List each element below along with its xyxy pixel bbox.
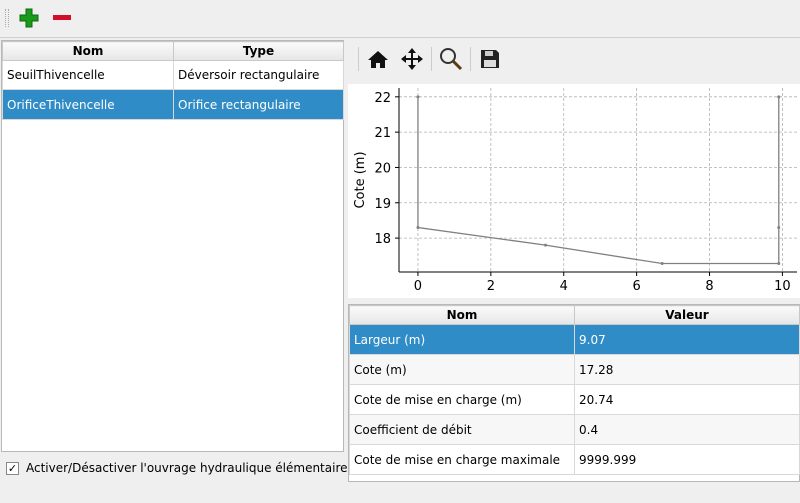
separator [470,47,471,71]
separator [431,47,432,71]
cell-type[interactable]: Orifice rectangulaire [173,89,344,120]
cell-nom[interactable]: OrificeThivencelle [2,89,174,120]
cell-valeur[interactable]: 0.4 [574,414,800,445]
profile-chart[interactable]: 0 2 4 6 8 10 18 19 20 21 22 Cote (m) [348,84,800,298]
toolbar-grip[interactable] [5,9,9,27]
cell-nom[interactable]: SeuilThivencelle [2,60,174,90]
x-tick-label: 2 [487,279,495,294]
cell-nom[interactable]: Largeur (m) [349,324,575,355]
pan-icon [401,48,423,70]
home-icon [368,51,388,68]
checkmark-icon[interactable]: ✓ [6,461,19,475]
toolbar-divider [0,37,800,38]
minus-icon [53,15,71,20]
data-point [777,95,781,99]
x-tick-label: 0 [414,279,422,294]
save-button[interactable] [475,44,505,74]
cell-type[interactable]: Déversoir rectangulaire [173,60,344,90]
activate-checkbox-label: Activer/Désactiver l'ouvrage hydraulique… [26,461,348,475]
structures-table-panel: Nom Type SeuilThivencelle Déversoir rectan… [1,40,344,452]
y-tick-label: 20 [374,161,391,176]
table-row[interactable]: Cote de mise en charge (m) 20.74 [349,384,800,415]
x-tick-label: 8 [705,279,713,294]
column-header-nom[interactable]: Nom [2,41,174,61]
cell-valeur[interactable]: 20.74 [574,384,800,415]
table-row[interactable]: Coefficient de débit 0.4 [349,414,800,445]
y-tick-label: 19 [374,197,391,212]
x-tick-label: 10 [774,279,791,294]
cell-nom[interactable]: Coefficient de débit [349,414,575,445]
column-header-valeur[interactable]: Valeur [574,305,800,325]
activate-checkbox[interactable]: ✓ Activer/Désactiver l'ouvrage hydrauliq… [6,461,348,475]
remove-button[interactable] [50,6,74,30]
data-point [777,226,781,230]
cell-nom[interactable]: Cote (m) [349,354,575,385]
params-table: Nom Valeur Largeur (m) 9.07 Cote (m) 17.28 Co… [349,305,800,475]
x-tick-label: 4 [560,279,568,294]
table-row[interactable]: Largeur (m) 9.07 [349,324,800,355]
x-tick-label: 6 [632,279,640,294]
y-tick-label: 18 [374,232,391,247]
add-button[interactable] [17,6,41,30]
y-axis-label: Cote (m) [353,151,368,208]
data-point [777,262,781,266]
y-tick-label: 21 [374,126,391,141]
save-icon [481,50,499,68]
cell-valeur[interactable]: 17.28 [574,354,800,385]
column-header-nom[interactable]: Nom [349,305,575,325]
cell-valeur[interactable]: 9.07 [574,324,800,355]
cell-valeur[interactable]: 9999.999 [574,444,800,475]
structures-table: Nom Type SeuilThivencelle Déversoir rectan… [2,41,344,120]
pan-button[interactable] [397,44,427,74]
zoom-button[interactable] [436,44,466,74]
y-tick-label: 22 [374,91,391,106]
table-row[interactable]: OrificeThivencelle Orifice rectangulaire [2,89,344,120]
zoom-icon [440,48,463,71]
data-point [660,262,664,266]
plot-toolbar [350,41,800,77]
plus-icon [19,8,39,28]
table-row[interactable]: Cote (m) 17.28 [349,354,800,385]
cell-nom[interactable]: Cote de mise en charge maximale [349,444,575,475]
chart-background [348,84,800,298]
data-point [544,243,548,247]
table-row[interactable]: SeuilThivencelle Déversoir rectangulaire [2,60,344,90]
params-table-panel: Nom Valeur Largeur (m) 9.07 Cote (m) 17.28 Co… [348,304,800,482]
data-point [416,95,420,99]
column-header-type[interactable]: Type [173,41,344,61]
cell-nom[interactable]: Cote de mise en charge (m) [349,384,575,415]
table-row[interactable]: Cote de mise en charge maximale 9999.999 [349,444,800,475]
separator [358,47,359,71]
data-point [416,226,420,230]
home-button[interactable] [363,44,393,74]
